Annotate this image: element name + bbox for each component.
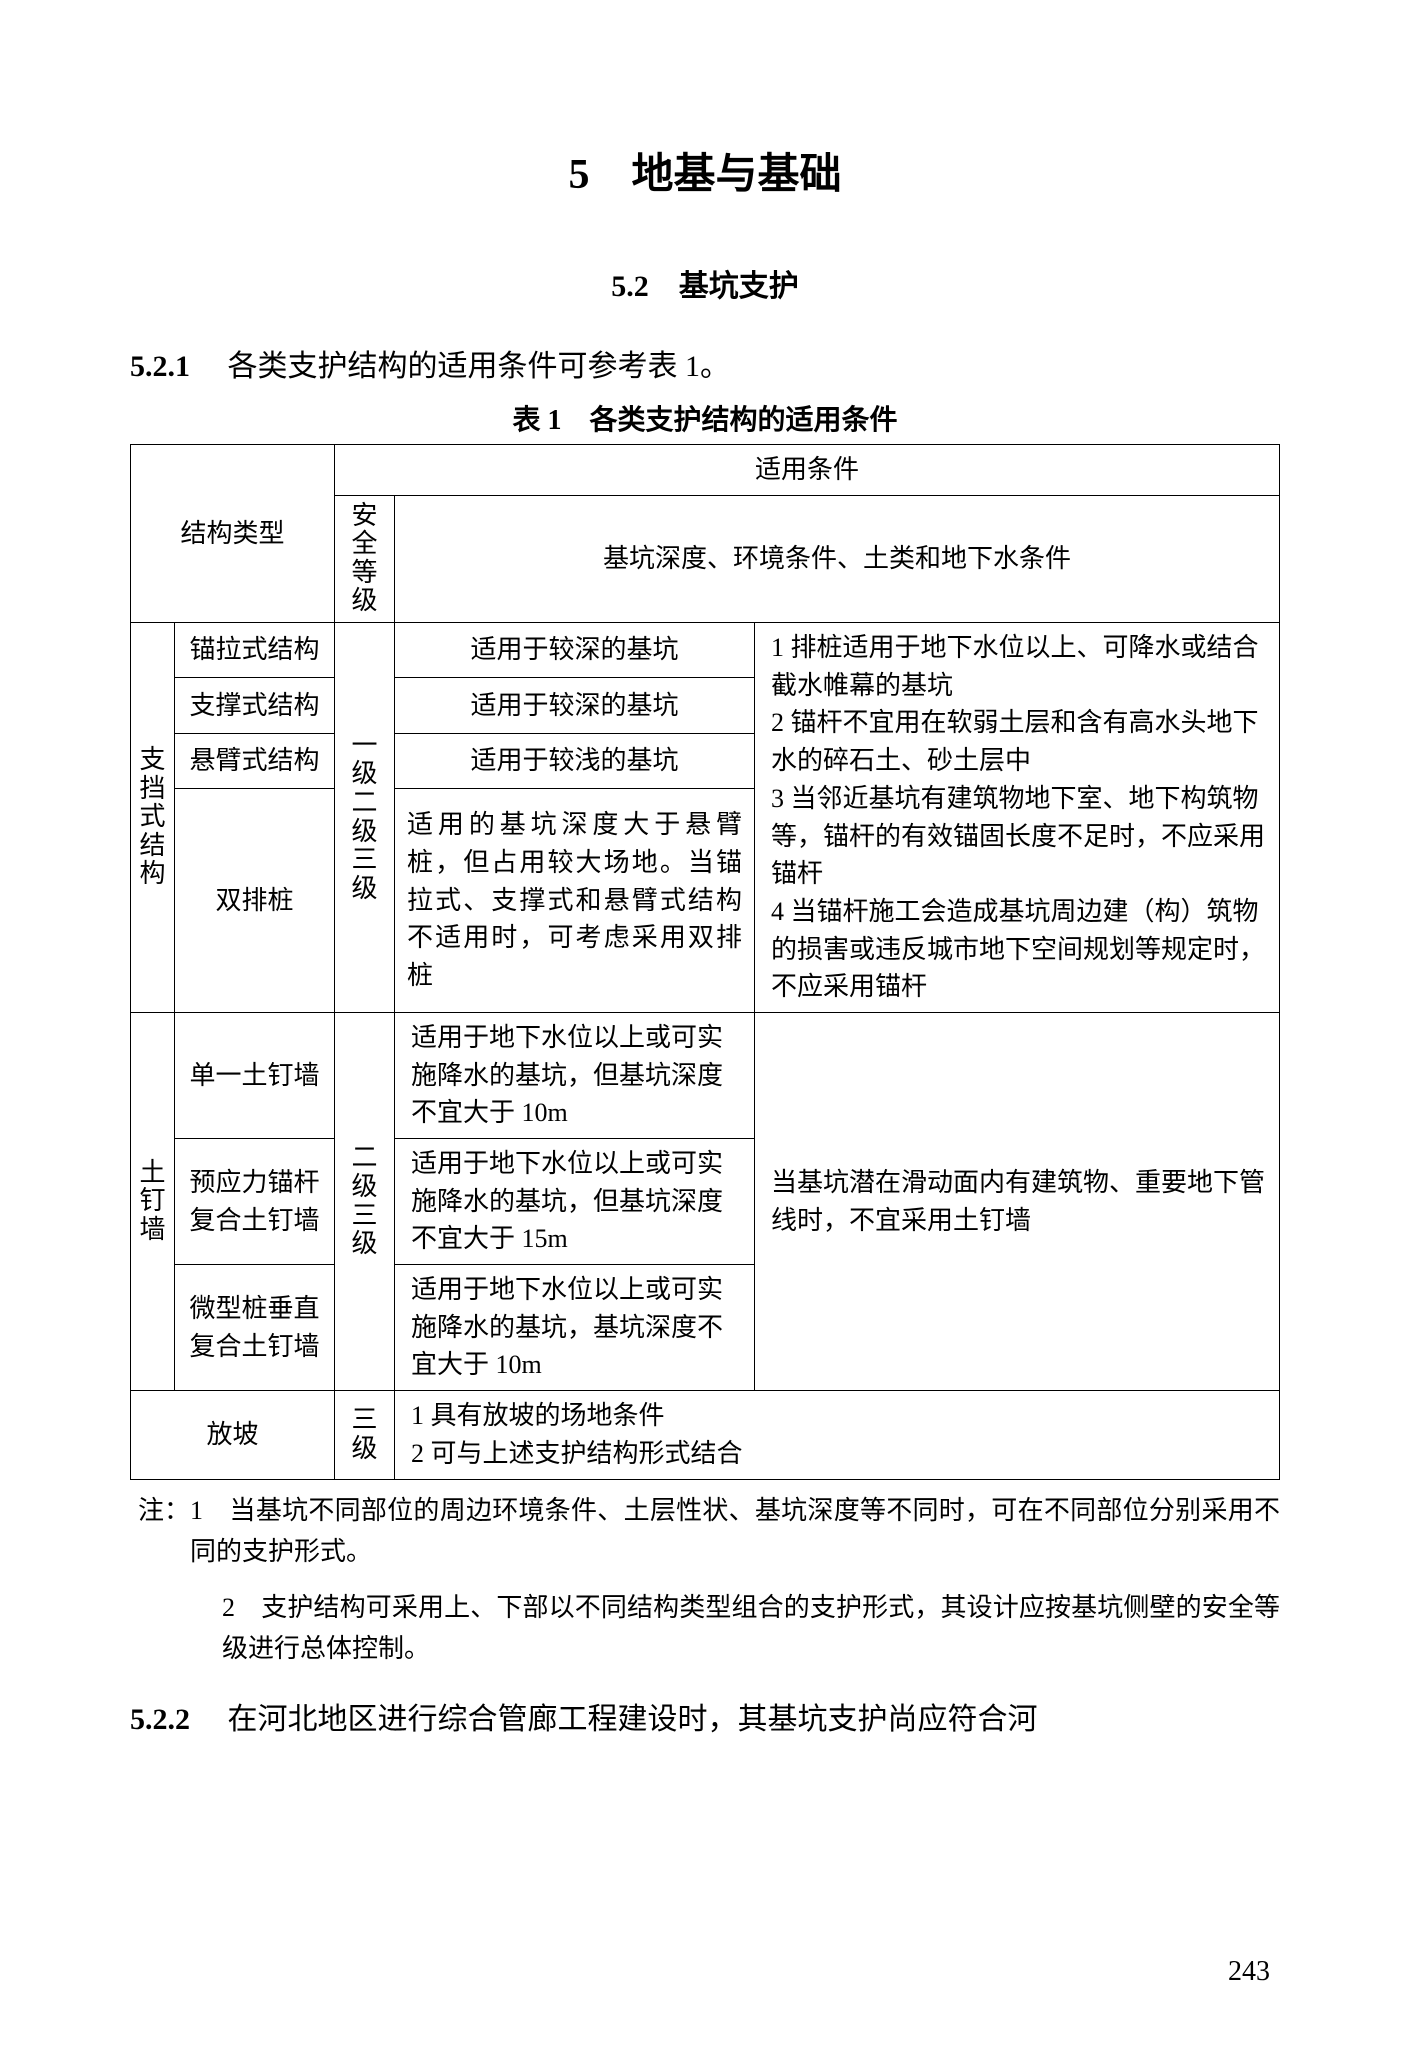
cell-depth: 适用的基坑深度大于悬臂桩，但占用较大场地。当锚拉式、支撑式和悬臂式结构不适用时，… [395, 788, 755, 1012]
clause-5-2-2: 5.2.2 在河北地区进行综合管廊工程建设时，其基坑支护尚应符合河 [130, 1694, 1280, 1745]
group-name-soilnail: 土钉墙 [131, 1012, 175, 1390]
support-structure-table: 结构类型 适用条件 安全等级 基坑深度、环境条件、土类和地下水条件 支挡式结构 … [130, 444, 1280, 1480]
clause-5-2-1: 5.2.1 各类支护结构的适用条件可参考表 1。 [130, 341, 1280, 392]
header-applicable-conditions: 适用条件 [335, 445, 1280, 496]
table-caption: 表 1 各类支护结构的适用条件 [130, 398, 1280, 438]
table-row: 支挡式结构 锚拉式结构 一级二级三级 适用于较深的基坑 1 排桩适用于地下水位以… [131, 623, 1280, 678]
cell-type: 悬臂式结构 [175, 733, 335, 788]
chapter-title: 5 地基与基础 [130, 140, 1280, 201]
note-2: 2 支护结构可采用上、下部以不同结构类型组合的支护形式，其设计应按基坑侧壁的安全… [222, 1587, 1280, 1670]
note-1: 1 当基坑不同部位的周边环境条件、土层性状、基坑深度等不同时，可在不同部位分别采… [190, 1490, 1280, 1573]
cell-grade: 三级 [335, 1391, 395, 1479]
cell-depth: 适用于地下水位以上或可实施降水的基坑，但基坑深度不宜大于 15m [395, 1139, 755, 1265]
table-notes: 注： 1 当基坑不同部位的周边环境条件、土层性状、基坑深度等不同时，可在不同部位… [130, 1490, 1280, 1670]
table-row: 土钉墙 单一土钉墙 二级三级 适用于地下水位以上或可实施降水的基坑，但基坑深度不… [131, 1012, 1280, 1138]
cell-type: 单一土钉墙 [175, 1012, 335, 1138]
clause-number: 5.2.1 [130, 350, 190, 383]
note-prefix: 注： [138, 1490, 190, 1573]
clause-text-body: 各类支护结构的适用条件可参考表 1。 [228, 350, 731, 383]
clause-text [198, 350, 228, 383]
cell-type: 双排桩 [175, 788, 335, 1012]
cell-depth: 1 具有放坡的场地条件 2 可与上述支护结构形式结合 [395, 1391, 1280, 1479]
cell-type: 预应力锚杆复合土钉墙 [175, 1139, 335, 1265]
clause-number: 5.2.2 [130, 1703, 190, 1736]
cell-depth: 适用于地下水位以上或可实施降水的基坑，基坑深度不宜大于 10m [395, 1265, 755, 1391]
cell-type: 微型桩垂直复合土钉墙 [175, 1265, 335, 1391]
cell-note: 当基坑潜在滑动面内有建筑物、重要地下管线时，不宜采用土钉墙 [755, 1012, 1280, 1390]
cell-type: 放坡 [131, 1391, 335, 1479]
cell-grade: 一级二级三级 [335, 623, 395, 1013]
cell-depth: 适用于地下水位以上或可实施降水的基坑，但基坑深度不宜大于 10m [395, 1012, 755, 1138]
cell-note: 1 排桩适用于地下水位以上、可降水或结合截水帷幕的基坑 2 锚杆不宜用在软弱土层… [755, 623, 1280, 1013]
cell-type: 锚拉式结构 [175, 623, 335, 678]
table-row: 放坡 三级 1 具有放坡的场地条件 2 可与上述支护结构形式结合 [131, 1391, 1280, 1479]
table-row: 结构类型 适用条件 [131, 445, 1280, 496]
header-depth-env: 基坑深度、环境条件、土类和地下水条件 [395, 495, 1280, 622]
header-structure-type: 结构类型 [131, 445, 335, 623]
header-safety-grade: 安全等级 [335, 495, 395, 622]
page-number: 243 [1228, 1956, 1270, 1988]
cell-type: 支撑式结构 [175, 678, 335, 733]
cell-depth: 适用于较浅的基坑 [395, 733, 755, 788]
cell-grade: 二级三级 [335, 1012, 395, 1390]
group-name-supporting: 支挡式结构 [131, 623, 175, 1013]
cell-depth: 适用于较深的基坑 [395, 678, 755, 733]
section-title: 5.2 基坑支护 [130, 261, 1280, 305]
cell-depth: 适用于较深的基坑 [395, 623, 755, 678]
clause-text-body: 在河北地区进行综合管廊工程建设时，其基坑支护尚应符合河 [228, 1703, 1038, 1736]
